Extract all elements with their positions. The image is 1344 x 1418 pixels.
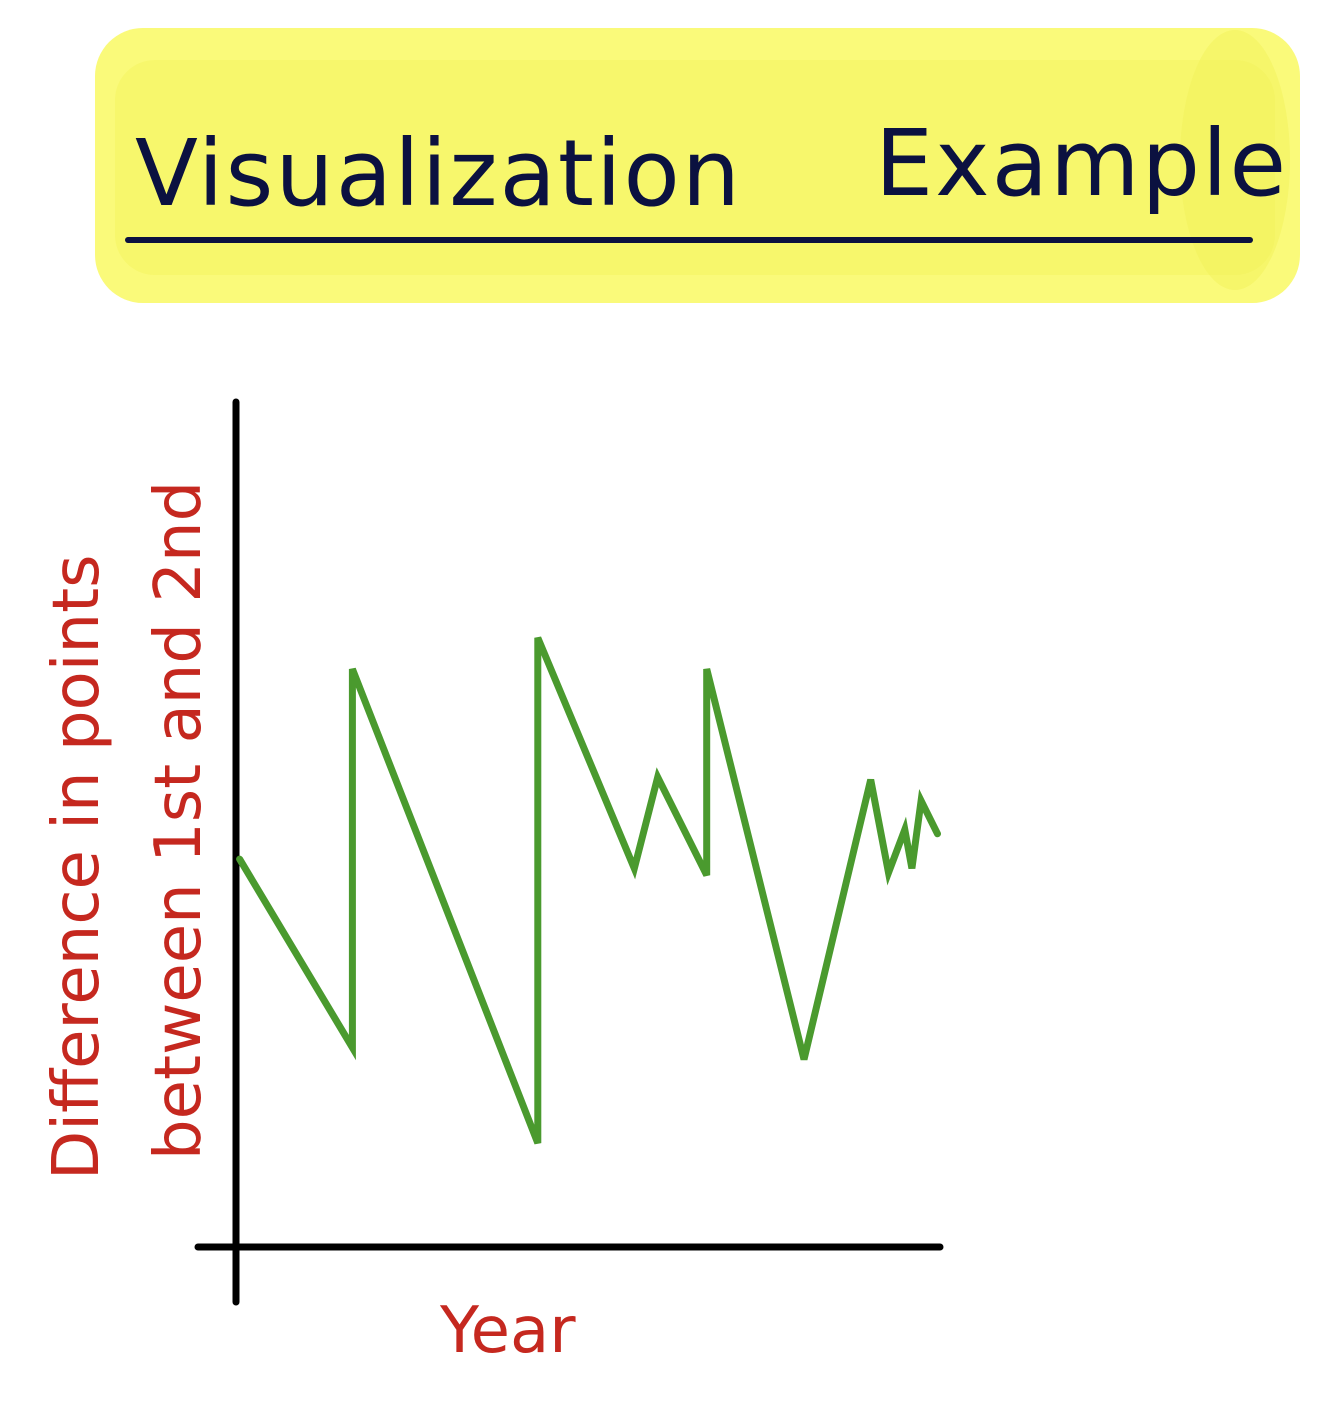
plot-area	[236, 636, 941, 1145]
highlight-band-inner	[115, 60, 1275, 275]
title-left-word: Visualization	[135, 120, 742, 227]
title-right-word: Example	[875, 110, 1288, 217]
title-highlight	[95, 28, 1300, 303]
y-axis-label-line2: between 1st and 2nd	[142, 481, 216, 1160]
highlight-band	[95, 28, 1300, 303]
highlight-blob-right	[1180, 30, 1290, 290]
series-line-difference	[236, 636, 941, 1145]
x-axis-label: Year	[439, 1294, 576, 1368]
y-axis-label-line1: Difference in points	[40, 554, 114, 1180]
